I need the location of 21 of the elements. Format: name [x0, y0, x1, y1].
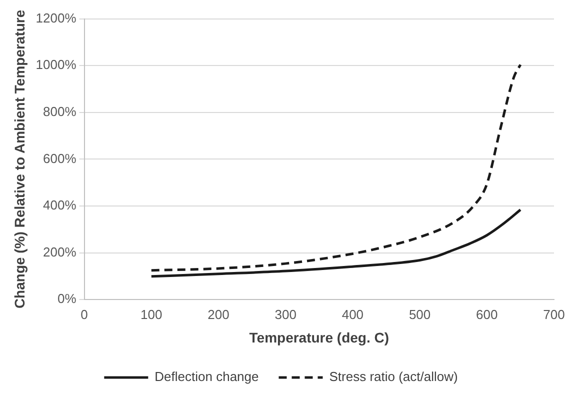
x-axis-title: Temperature (deg. C) — [249, 329, 390, 346]
legend-label: Deflection change — [154, 369, 259, 384]
x-tick-label: 0 — [80, 306, 88, 322]
x-tick-label: 700 — [543, 306, 565, 322]
x-tick-label: 600 — [476, 306, 498, 322]
line-series — [150, 208, 522, 278]
line-series — [150, 63, 522, 272]
y-tick-label: 400% — [43, 198, 77, 213]
y-axis-title: Change (%) Relative to Ambient Temperature — [11, 10, 28, 309]
y-tick-label: 1000% — [36, 57, 77, 72]
x-tick-label: 500 — [408, 306, 431, 322]
y-tick-label: 0% — [57, 291, 77, 306]
y-tick-label: 1200% — [36, 10, 77, 26]
y-tick-label: 800% — [43, 104, 77, 119]
y-tick-label: 600% — [43, 150, 77, 166]
x-tick-label: 400 — [342, 306, 364, 322]
y-tick-label: 200% — [43, 244, 77, 260]
legend-label: Stress ratio (act/allow) — [329, 369, 458, 384]
x-tick-label: 200 — [208, 306, 230, 322]
x-tick-label: 100 — [140, 306, 162, 322]
x-tick-label: 300 — [274, 306, 296, 322]
